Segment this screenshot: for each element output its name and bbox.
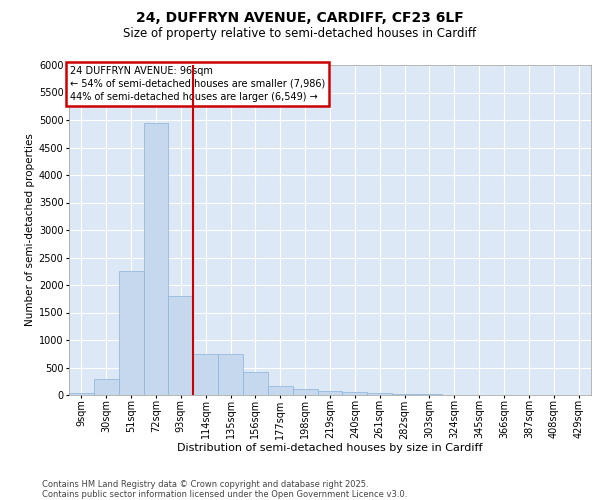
- Bar: [367, 394, 392, 395]
- Bar: [268, 386, 293, 395]
- X-axis label: Distribution of semi-detached houses by size in Cardiff: Distribution of semi-detached houses by …: [177, 442, 483, 452]
- Bar: [293, 389, 317, 395]
- Bar: [143, 122, 169, 395]
- Bar: [94, 378, 119, 395]
- Bar: [243, 372, 268, 395]
- Bar: [317, 391, 343, 395]
- Bar: [119, 271, 143, 395]
- Bar: [343, 392, 367, 395]
- Text: 24, DUFFRYN AVENUE, CARDIFF, CF23 6LF: 24, DUFFRYN AVENUE, CARDIFF, CF23 6LF: [136, 11, 464, 25]
- Bar: [392, 394, 417, 395]
- Bar: [169, 296, 193, 395]
- Text: Contains HM Land Registry data © Crown copyright and database right 2025.
Contai: Contains HM Land Registry data © Crown c…: [42, 480, 407, 499]
- Bar: [69, 394, 94, 395]
- Bar: [193, 354, 218, 395]
- Text: 24 DUFFRYN AVENUE: 96sqm
← 54% of semi-detached houses are smaller (7,986)
44% o: 24 DUFFRYN AVENUE: 96sqm ← 54% of semi-d…: [70, 66, 325, 102]
- Text: Size of property relative to semi-detached houses in Cardiff: Size of property relative to semi-detach…: [124, 28, 476, 40]
- Bar: [417, 394, 442, 395]
- Bar: [218, 354, 243, 395]
- Y-axis label: Number of semi-detached properties: Number of semi-detached properties: [25, 134, 35, 326]
